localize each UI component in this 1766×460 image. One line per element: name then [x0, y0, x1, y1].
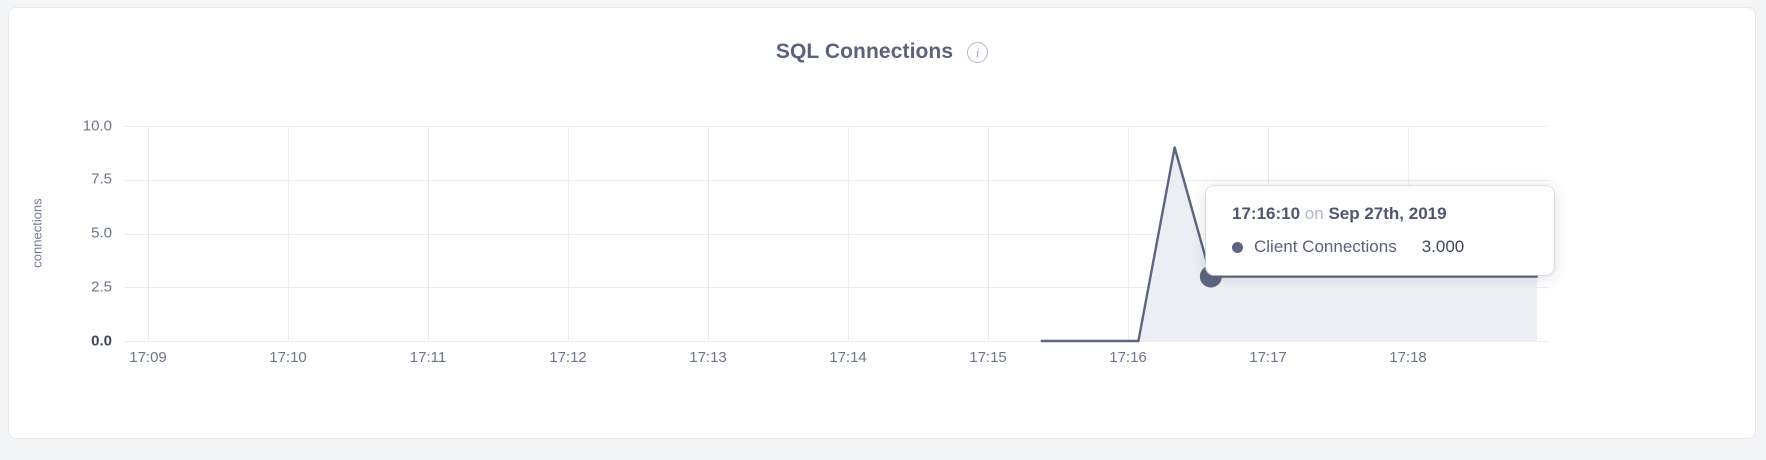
y-axis-ticks: 10.0 7.5 5.0 2.5 0.0 — [9, 8, 112, 460]
y-tick-label: 2.5 — [91, 278, 112, 296]
y-tick-label: 10.0 — [82, 117, 112, 135]
gridline-vertical — [428, 126, 429, 341]
gridline-vertical — [988, 126, 989, 341]
tooltip-series-name: Client Connections — [1254, 237, 1397, 256]
gridline-horizontal — [124, 341, 1549, 342]
tooltip-time: 17:16:10 — [1232, 204, 1301, 223]
x-tick-label: 17:14 — [829, 349, 867, 366]
chart-tooltip: 17:16:10 on Sep 27th, 2019 Client Connec… — [1206, 186, 1554, 275]
sql-connections-chart-card: SQL Connections i connections 10.0 7.5 5… — [8, 7, 1756, 439]
gridline-horizontal — [124, 126, 1549, 127]
tooltip-on-word: on — [1304, 204, 1324, 223]
tooltip-series-value: 3.000 — [1421, 237, 1465, 256]
gridline-vertical — [708, 126, 709, 341]
x-tick-label: 17:12 — [549, 349, 587, 366]
x-tick-label: 17:10 — [269, 349, 307, 366]
gridline-vertical — [568, 126, 569, 341]
page-title: SQL Connections — [775, 40, 954, 63]
y-tick-label: 0.0 — [91, 332, 112, 350]
gridline-vertical — [848, 126, 849, 341]
gridline-horizontal — [124, 233, 1549, 235]
x-tick-label: 17:09 — [129, 349, 167, 366]
gridline-vertical — [1128, 126, 1129, 341]
y-tick-label: 7.5 — [91, 170, 112, 188]
x-tick-label: 17:13 — [689, 349, 727, 366]
tooltip-timestamp: 17:16:10 on Sep 27th, 2019 — [1232, 204, 1532, 224]
series-area-fill — [1041, 147, 1537, 341]
x-tick-label: 17:16 — [1109, 349, 1147, 366]
tooltip-date: Sep 27th, 2019 — [1328, 204, 1447, 223]
series-client-connections — [1040, 146, 1539, 343]
gridline-horizontal — [124, 179, 1549, 181]
x-tick-label: 17:15 — [969, 349, 1007, 366]
gridline-horizontal — [124, 287, 1549, 289]
series-line — [1040, 146, 1539, 343]
x-tick-label: 17:18 — [1389, 349, 1427, 366]
info-circle-icon[interactable]: i — [967, 41, 989, 63]
x-tick-label: 17:11 — [409, 349, 447, 366]
gridline-vertical — [148, 126, 149, 341]
x-tick-label: 17:17 — [1249, 349, 1287, 366]
chart-header: SQL Connections i — [9, 40, 1755, 64]
tooltip-series-row: Client Connections 3.000 — [1232, 237, 1532, 257]
y-tick-label: 5.0 — [91, 224, 112, 242]
series-color-dot-icon — [1232, 241, 1243, 253]
gridline-vertical — [288, 126, 289, 341]
